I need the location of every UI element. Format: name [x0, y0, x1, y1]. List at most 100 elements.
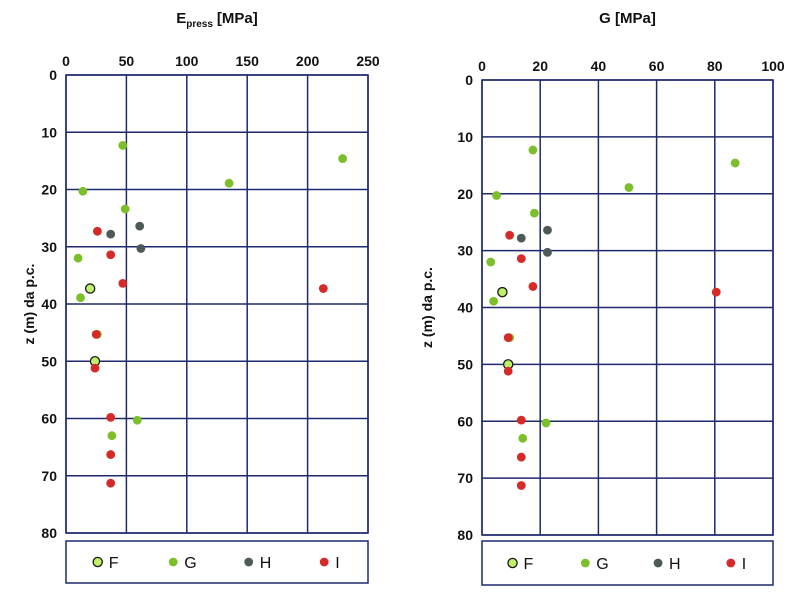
- legend-marker-i: [319, 557, 329, 567]
- y-tick-label: 10: [457, 129, 473, 145]
- y-tick-label: 40: [457, 300, 473, 316]
- x-tick-label: 200: [296, 53, 320, 69]
- x-tick-label: 40: [591, 58, 607, 74]
- data-point-g: [730, 158, 740, 168]
- y-tick-label: 10: [41, 124, 57, 140]
- legend-label-f: F: [524, 556, 534, 573]
- x-tick-label: 0: [62, 53, 70, 69]
- data-point-i: [106, 478, 116, 488]
- data-point-g: [541, 418, 551, 428]
- y-tick-label: 30: [41, 239, 57, 255]
- data-point-i: [516, 254, 526, 263]
- chart-title-main: G [MPa]: [599, 10, 656, 27]
- legend-marker-h: [653, 558, 663, 568]
- data-point-g: [518, 433, 528, 443]
- y-tick-label: 20: [41, 182, 57, 198]
- data-point-g: [224, 178, 234, 188]
- y-tick-label: 40: [41, 296, 57, 312]
- data-point-g: [78, 186, 88, 196]
- data-point-f: [497, 286, 508, 298]
- data-point-i: [516, 452, 526, 462]
- y-tick-label: 60: [41, 411, 57, 427]
- data-point-i: [505, 230, 515, 240]
- data-point-i: [106, 450, 116, 459]
- data-point-g: [486, 257, 496, 267]
- y-tick-label: 70: [41, 468, 57, 484]
- data-point-i: [516, 415, 526, 425]
- y-tick-label: 50: [41, 353, 57, 369]
- y-tick-label: 0: [49, 67, 57, 83]
- legend-marker-f: [92, 556, 103, 568]
- x-tick-label: 80: [707, 58, 723, 74]
- data-point-g: [528, 145, 538, 155]
- data-point-g: [120, 204, 130, 214]
- legend-marker-g: [580, 558, 590, 568]
- legend-box: [481, 540, 774, 586]
- data-point-i: [503, 366, 513, 376]
- data-point-g: [624, 183, 634, 192]
- x-tick-label: 0: [478, 58, 486, 74]
- data-point-g: [73, 253, 83, 263]
- y-tick-label: 80: [41, 525, 57, 541]
- data-point-g: [529, 208, 539, 218]
- y-tick-label: 30: [457, 243, 473, 259]
- data-point-i: [106, 250, 116, 260]
- data-point-i: [516, 481, 526, 490]
- x-tick-label: 100: [761, 58, 785, 74]
- legend-label-h: H: [260, 555, 272, 572]
- chart-title-unit: [MPa]: [217, 10, 258, 27]
- data-point-h: [136, 244, 146, 253]
- data-point-h: [543, 247, 552, 257]
- data-point-i: [711, 287, 721, 297]
- legend-label-g: G: [596, 556, 608, 573]
- y-axis-label: z (m) da p.c.: [419, 267, 435, 348]
- legend-label-f: F: [109, 555, 119, 572]
- chart-title-subscript: press: [186, 19, 213, 30]
- data-point-g: [132, 415, 142, 425]
- legend-label-i: I: [742, 556, 746, 573]
- x-tick-label: 250: [356, 53, 380, 69]
- x-tick-label: 100: [175, 53, 199, 69]
- data-point-h: [516, 233, 526, 243]
- data-point-i: [503, 333, 513, 343]
- data-point-g: [107, 431, 117, 441]
- legend-label-i: I: [335, 555, 339, 572]
- data-point-i: [106, 412, 116, 422]
- data-point-g: [76, 293, 85, 303]
- data-point-g: [118, 141, 128, 150]
- x-tick-label: 20: [532, 58, 548, 74]
- data-point-i: [318, 284, 328, 293]
- data-point-i: [118, 278, 128, 288]
- y-tick-label: 70: [457, 470, 473, 486]
- legend-marker-h: [244, 557, 254, 567]
- data-point-g: [338, 154, 348, 163]
- data-point-i: [93, 226, 102, 236]
- panel-g: 0 20 40 60 80 100 0 10 20 30 40 50 60 70 80 G [MPa] z (m…: [419, 10, 785, 586]
- legend-marker-i: [726, 558, 736, 568]
- chart-title: G [MPa]: [599, 10, 656, 27]
- legend-label-h: H: [669, 556, 681, 573]
- y-tick-label: 0: [465, 72, 473, 88]
- legend-marker-g: [168, 557, 178, 567]
- x-tick-label: 50: [119, 53, 135, 69]
- y-tick-label: 20: [457, 186, 473, 202]
- y-tick-label: 80: [457, 527, 473, 543]
- legend-box: [65, 540, 369, 584]
- legend-marker-f: [507, 557, 518, 569]
- data-point-i: [90, 363, 100, 373]
- y-tick-label: 50: [457, 356, 473, 372]
- y-tick-label: 60: [457, 413, 473, 429]
- data-point-h: [106, 229, 116, 239]
- chart-title: Epress [MPa]: [176, 10, 258, 30]
- x-tick-label: 60: [649, 58, 665, 74]
- x-tick-label: 150: [236, 53, 260, 69]
- legend-label-g: G: [184, 555, 196, 572]
- panel-epress: 0 50 100 150 200 250 0 10 20 30 40 50 60 70 80 Epress [M…: [21, 10, 380, 584]
- plot-frame: [481, 79, 774, 536]
- data-point-i: [528, 282, 538, 291]
- data-point-h: [543, 225, 552, 235]
- data-point-g: [489, 296, 499, 306]
- chart-title-main: E: [176, 10, 186, 27]
- data-point-i: [91, 329, 101, 339]
